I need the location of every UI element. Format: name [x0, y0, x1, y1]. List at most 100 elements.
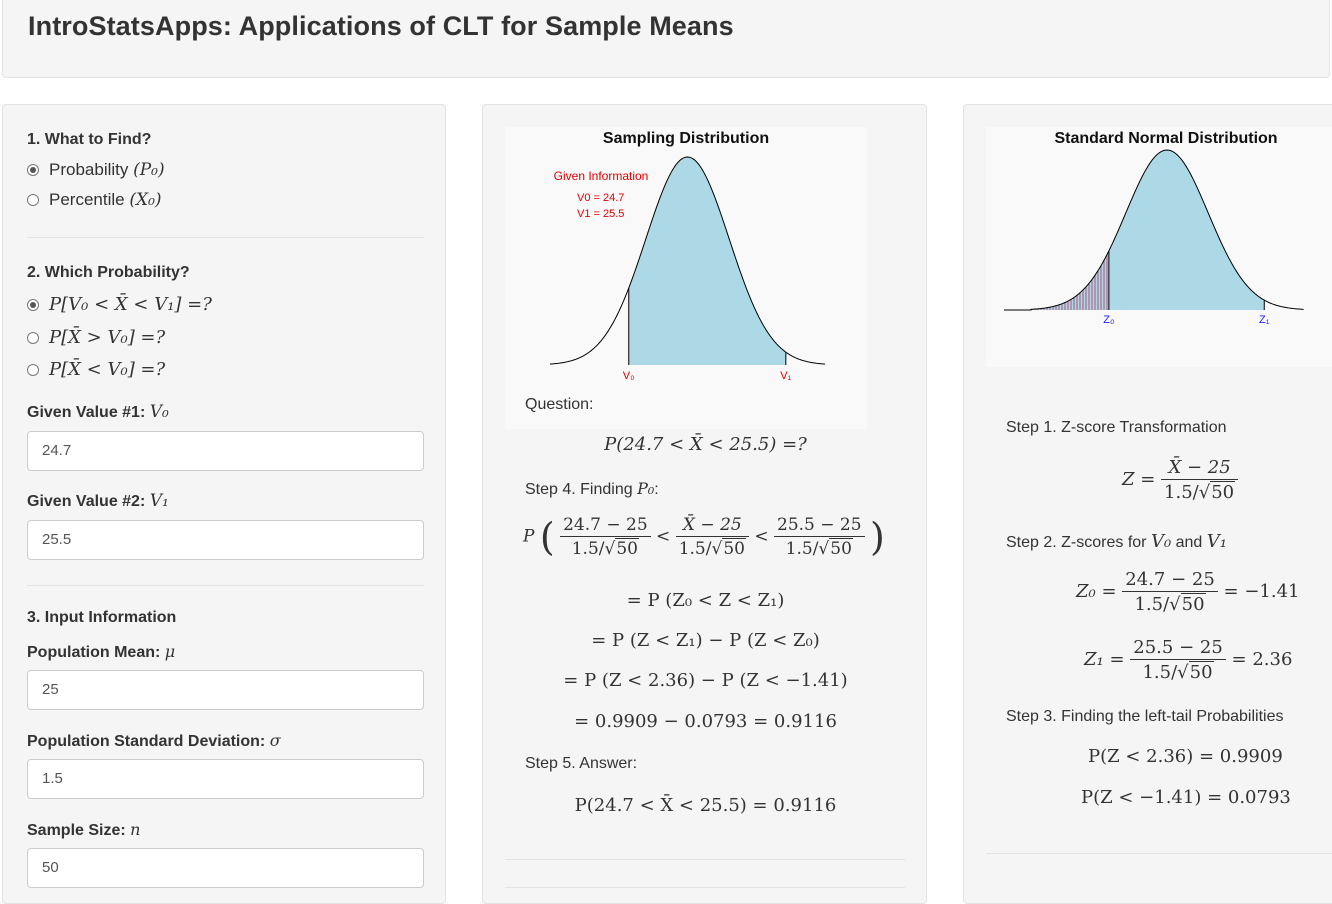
z1-num: 25.5 − 25	[1130, 637, 1226, 660]
given-value-1-label: Given Value #1: V₀	[27, 402, 169, 422]
step4-line4: = P (Z < 2.36) − P (Z < −1.41)	[563, 670, 848, 691]
radio-between-dot[interactable]	[27, 298, 39, 311]
step1-den: 1.5/√50	[1164, 481, 1236, 503]
sample-size-text: Sample Size:	[27, 822, 126, 839]
v1-given-text: V1 = 25.5	[577, 208, 624, 220]
population-mean-input[interactable]: 25	[27, 670, 424, 710]
frac2-den-a: 1.5/	[678, 539, 712, 559]
z1-frac: 25.5 − 25 1.5/√50	[1130, 637, 1226, 683]
prob-z0: P(Z < −1.41) = 0.0793	[1081, 787, 1291, 808]
step4-text: Step 4. Finding	[525, 481, 633, 498]
step1-sqrt: 50	[1210, 481, 1236, 503]
frac1-num: 24.7 − 25	[560, 515, 651, 537]
radio-probability[interactable]: Probability (P₀)	[27, 160, 165, 180]
step4-inequality: P ( 24.7 − 25 1.5/√50 < X̄ − 25 1.5/√50 < …	[523, 515, 885, 559]
frac3-den: 1.5/√50	[785, 538, 853, 559]
divider	[986, 853, 1332, 854]
step4-line2: = P (Z₀ < Z < Z₁)	[626, 590, 785, 611]
step4-frac-3: 25.5 − 25 1.5/√50	[774, 515, 865, 559]
standard-normal-title: Standard Normal Distribution	[1054, 130, 1277, 147]
standard-normal-plot: Standard Normal Distribution Z₀ Z₁	[1004, 130, 1304, 326]
normal-curve	[549, 156, 826, 365]
normal-curve	[1004, 149, 1304, 311]
radio-percentile-dot[interactable]	[27, 194, 39, 206]
given-value-1-text: Given Value #1:	[27, 404, 146, 421]
which-probability-label: 2. Which Probability?	[27, 264, 190, 281]
given-information-label: Given Information	[554, 169, 649, 183]
question-label: Question:	[525, 396, 594, 413]
sample-size-math: n	[130, 820, 141, 839]
radio-probability-label: Probability	[49, 160, 129, 179]
radio-between-math: P[V₀ < X̄ < V₁] =?	[49, 294, 212, 315]
radio-greater-dot[interactable]	[27, 331, 39, 344]
radio-less-dot[interactable]	[27, 363, 39, 376]
z0-equation: Z₀ = 24.7 − 25 1.5/√50 = −1.41	[1076, 569, 1299, 615]
step1-label: Step 1. Z-score Transformation	[1006, 419, 1227, 436]
input-panel: 1. What to Find? Probability (P₀) Percen…	[2, 104, 446, 904]
frac2-sqrt: 50	[722, 538, 746, 559]
lt-2: <	[754, 526, 769, 547]
given-value-2-input[interactable]: 25.5	[27, 520, 424, 560]
population-sd-math: σ	[269, 731, 281, 750]
step4-frac-2: X̄ − 25 1.5/√50	[675, 515, 749, 559]
z1-den: 1.5/√50	[1142, 661, 1214, 683]
frac3-num: 25.5 − 25	[774, 515, 865, 537]
radio-between[interactable]: P[V₀ < X̄ < V₁] =?	[27, 294, 212, 315]
step4-math: P₀	[637, 479, 655, 498]
sampling-panel: Sampling Distribution Given Information …	[482, 104, 927, 904]
step2-and: and	[1175, 534, 1203, 551]
radio-greater[interactable]: P[X̄ > V₀] =?	[27, 327, 165, 348]
step4-frac-1: 24.7 − 25 1.5/√50	[560, 515, 651, 559]
sample-size-input[interactable]: 50	[27, 848, 424, 888]
radio-less[interactable]: P[X̄ < V₀] =?	[27, 359, 165, 380]
z0-den: 1.5/√50	[1134, 593, 1206, 615]
z0-lhs: Z₀ =	[1076, 581, 1117, 602]
step3-label: Step 3. Finding the left-tail Probabilit…	[1006, 708, 1284, 725]
radio-percentile-label: Percentile	[49, 190, 125, 209]
population-mean-text: Population Mean:	[27, 644, 161, 661]
right-paren: )	[869, 515, 885, 559]
step4-p: P	[523, 526, 535, 547]
z1-axis-label: Z₁	[1259, 314, 1270, 326]
step2-v0: V₀	[1150, 531, 1172, 552]
standard-normal-plot-area: Standard Normal Distribution Z₀ Z₁	[986, 127, 1332, 367]
radio-probability-math: (P₀)	[133, 160, 165, 180]
population-mean-label: Population Mean: μ	[27, 642, 175, 662]
divider	[27, 585, 424, 586]
radio-percentile[interactable]: Percentile (X₀)	[27, 190, 162, 210]
z1-den-a: 1.5/	[1142, 662, 1178, 683]
radio-greater-math: P[X̄ > V₀] =?	[49, 327, 166, 348]
question-equation: P(24.7 < X̄ < 25.5) =?	[604, 434, 807, 455]
step1-den-a: 1.5/	[1164, 482, 1199, 503]
radio-probability-dot[interactable]	[27, 164, 39, 176]
shaded-area	[1031, 150, 1265, 310]
step2-v1: V₁	[1206, 531, 1227, 552]
z1-equation: Z₁ = 25.5 − 25 1.5/√50 = 2.36	[1084, 637, 1292, 683]
step1-num: X̄ − 25	[1161, 457, 1239, 480]
prob-z1: P(Z < 2.36) = 0.9909	[1088, 746, 1283, 767]
frac2-den: 1.5/√50	[678, 538, 746, 559]
v1-axis-label: V₁	[780, 370, 791, 382]
frac2-num: X̄ − 25	[675, 515, 749, 537]
frac1-sqrt: 50	[615, 538, 639, 559]
z0-frac: 24.7 − 25 1.5/√50	[1122, 569, 1218, 615]
frac3-den-a: 1.5/	[785, 539, 819, 559]
z0-sqrt: 50	[1180, 593, 1206, 615]
standard-normal-panel: Standard Normal Distribution Z₀ Z₁ Step …	[963, 104, 1332, 904]
population-sd-input[interactable]: 1.5	[27, 759, 424, 799]
given-value-2-text: Given Value #2:	[27, 493, 146, 510]
given-value-1-input[interactable]: 24.7	[27, 431, 424, 471]
step4-colon: :	[654, 481, 659, 498]
divider	[505, 859, 905, 860]
step5-label: Step 5. Answer:	[525, 755, 638, 772]
population-sd-label: Population Standard Deviation: σ	[27, 731, 281, 751]
input-information-label: 3. Input Information	[27, 609, 177, 626]
given-value-2-math: V₁	[149, 491, 169, 511]
radio-percentile-math: (X₀)	[129, 190, 162, 210]
z0-axis-label: Z₀	[1103, 314, 1114, 326]
step2-text: Step 2. Z-scores for	[1006, 534, 1147, 551]
frac1-den: 1.5/√50	[571, 538, 639, 559]
v0-axis-label: V₀	[623, 370, 635, 382]
step2-label: Step 2. Z-scores for V₀ and V₁	[1006, 531, 1227, 552]
z0-num: 24.7 − 25	[1122, 569, 1218, 592]
